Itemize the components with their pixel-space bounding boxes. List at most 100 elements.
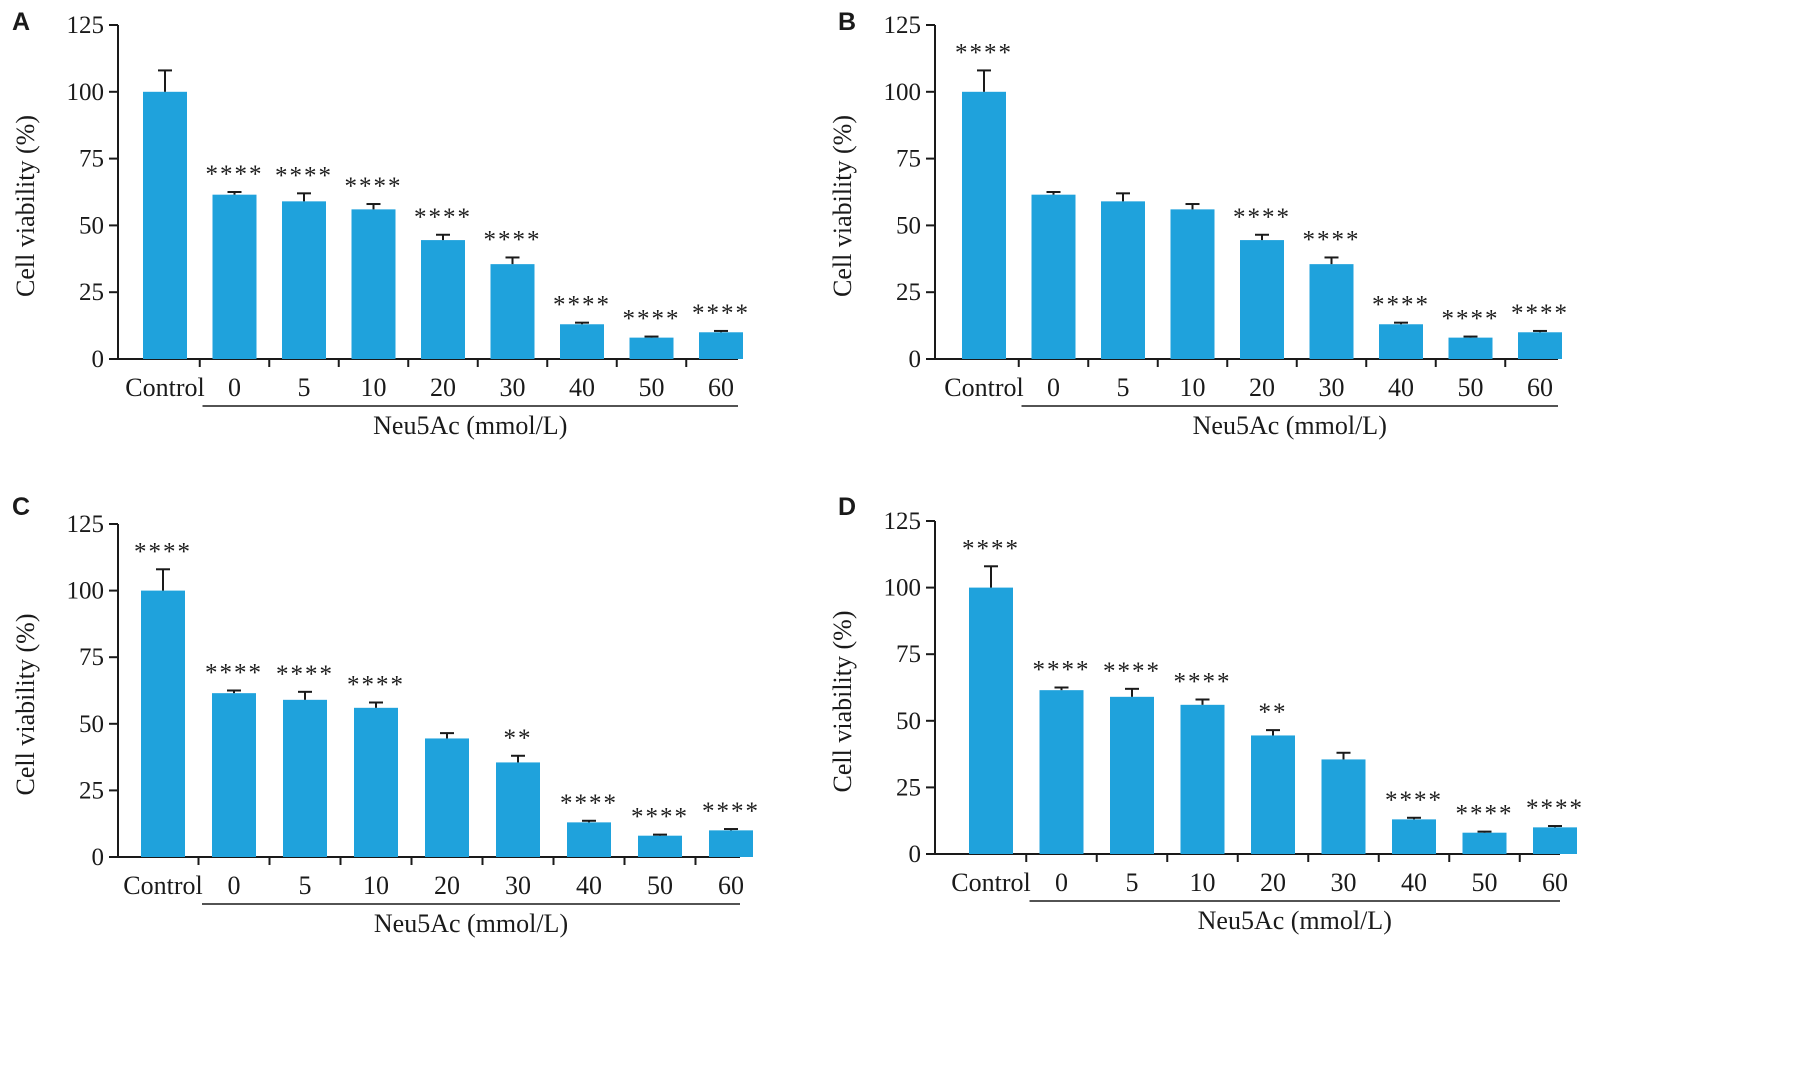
bar-10 xyxy=(1170,209,1215,359)
significance-mark: **** xyxy=(631,804,689,831)
bar-50 xyxy=(1462,832,1507,854)
significance-mark: **** xyxy=(275,162,333,189)
x-tick-label: 40 xyxy=(1388,373,1414,402)
x-tick-label: 5 xyxy=(298,373,311,402)
significance-mark: **** xyxy=(962,535,1020,562)
bar-30 xyxy=(1321,759,1366,854)
significance-mark: **** xyxy=(414,204,472,231)
bar-60 xyxy=(1518,332,1562,359)
bar-0 xyxy=(1039,690,1084,854)
y-tick-label: 125 xyxy=(884,508,922,535)
bar-60 xyxy=(1533,827,1577,854)
x-tick-label: 30 xyxy=(500,373,526,402)
x-tick-label: 10 xyxy=(1180,373,1206,402)
y-tick-label: 75 xyxy=(79,644,104,671)
y-tick-label: 0 xyxy=(909,346,922,373)
significance-mark: **** xyxy=(205,660,263,687)
x-tick-label: Control xyxy=(123,871,202,900)
significance-mark: **** xyxy=(1103,658,1161,685)
bar-control xyxy=(962,91,1006,360)
x-tick-label: Control xyxy=(951,868,1030,897)
y-tick-label: 25 xyxy=(896,774,921,801)
x-tick-label: 0 xyxy=(1047,373,1060,402)
significance-mark: ** xyxy=(1259,699,1288,726)
y-tick-label: 50 xyxy=(79,212,104,239)
x-tick-label: 10 xyxy=(363,871,389,900)
y-tick-label: 0 xyxy=(92,346,105,373)
x-tick-label: 30 xyxy=(1331,868,1357,897)
bar-30 xyxy=(1309,264,1354,359)
y-tick-label: 0 xyxy=(909,841,922,868)
significance-mark: **** xyxy=(702,798,760,825)
bar-30 xyxy=(496,762,540,857)
bar-control xyxy=(143,91,187,360)
significance-mark: **** xyxy=(553,292,611,319)
panel-label: D xyxy=(838,493,856,521)
y-tick-label: 25 xyxy=(79,777,104,804)
chart-panel-a: A 0 25 50 75 100 125 Cell viability (%) Control 0… xyxy=(11,8,750,440)
significance-mark: **** xyxy=(955,39,1013,66)
bar-10 xyxy=(351,209,396,359)
bar-20 xyxy=(1251,735,1295,854)
y-tick-label: 0 xyxy=(92,844,105,871)
y-axis-title: Cell viability (%) xyxy=(11,614,40,796)
bar-60 xyxy=(699,332,743,359)
y-tick-label: 100 xyxy=(67,79,105,106)
significance-mark: **** xyxy=(1033,657,1091,684)
bar-20 xyxy=(421,240,465,359)
bar-50 xyxy=(638,835,682,857)
bar-20 xyxy=(1240,240,1284,359)
significance-mark: **** xyxy=(1442,306,1500,333)
significance-mark: **** xyxy=(1174,668,1232,695)
x-tick-label: 40 xyxy=(1401,868,1427,897)
bar-0 xyxy=(212,194,257,359)
y-axis-title: Cell viability (%) xyxy=(828,115,857,297)
y-tick-label: 125 xyxy=(884,12,922,39)
x-tick-label: 50 xyxy=(639,373,665,402)
x-axis-title: Neu5Ac (mmol/L) xyxy=(1193,411,1387,440)
bar-40 xyxy=(1379,324,1423,359)
significance-mark: **** xyxy=(623,306,681,333)
significance-mark: **** xyxy=(276,661,334,688)
x-tick-label: 5 xyxy=(1117,373,1130,402)
bar-20 xyxy=(425,738,469,857)
significance-mark: **** xyxy=(692,300,750,327)
significance-mark: **** xyxy=(484,226,542,253)
x-tick-label: 5 xyxy=(299,871,312,900)
x-tick-label: 40 xyxy=(569,373,595,402)
significance-mark: **** xyxy=(1456,801,1514,828)
x-tick-label: 50 xyxy=(1472,868,1498,897)
y-tick-label: 125 xyxy=(67,12,105,39)
bar-5 xyxy=(1101,201,1145,359)
significance-mark: **** xyxy=(1526,795,1584,822)
y-tick-label: 75 xyxy=(79,146,104,173)
bar-0 xyxy=(1031,194,1076,359)
y-tick-label: 100 xyxy=(884,575,922,602)
bar-control xyxy=(141,590,185,857)
bar-40 xyxy=(567,822,611,857)
significance-mark: **** xyxy=(1233,204,1291,231)
x-tick-label: 50 xyxy=(1458,373,1484,402)
y-tick-label: 25 xyxy=(896,279,921,306)
y-tick-label: 125 xyxy=(67,511,105,538)
significance-mark: **** xyxy=(1385,787,1443,814)
x-axis-title: Neu5Ac (mmol/L) xyxy=(1198,906,1392,935)
panel-label: A xyxy=(12,8,30,36)
x-tick-label: 60 xyxy=(1542,868,1568,897)
bar-0 xyxy=(212,693,256,857)
x-tick-label: 50 xyxy=(647,871,673,900)
significance-mark: **** xyxy=(1372,292,1430,319)
significance-mark: **** xyxy=(347,671,405,698)
y-axis-title: Cell viability (%) xyxy=(11,115,40,297)
x-tick-label: Control xyxy=(125,373,204,402)
y-tick-label: 50 xyxy=(896,212,921,239)
significance-mark: **** xyxy=(206,161,264,188)
x-tick-label: 20 xyxy=(434,871,460,900)
bar-50 xyxy=(629,337,674,359)
x-tick-label: 30 xyxy=(505,871,531,900)
bar-30 xyxy=(490,264,535,359)
bar-5 xyxy=(283,699,327,857)
